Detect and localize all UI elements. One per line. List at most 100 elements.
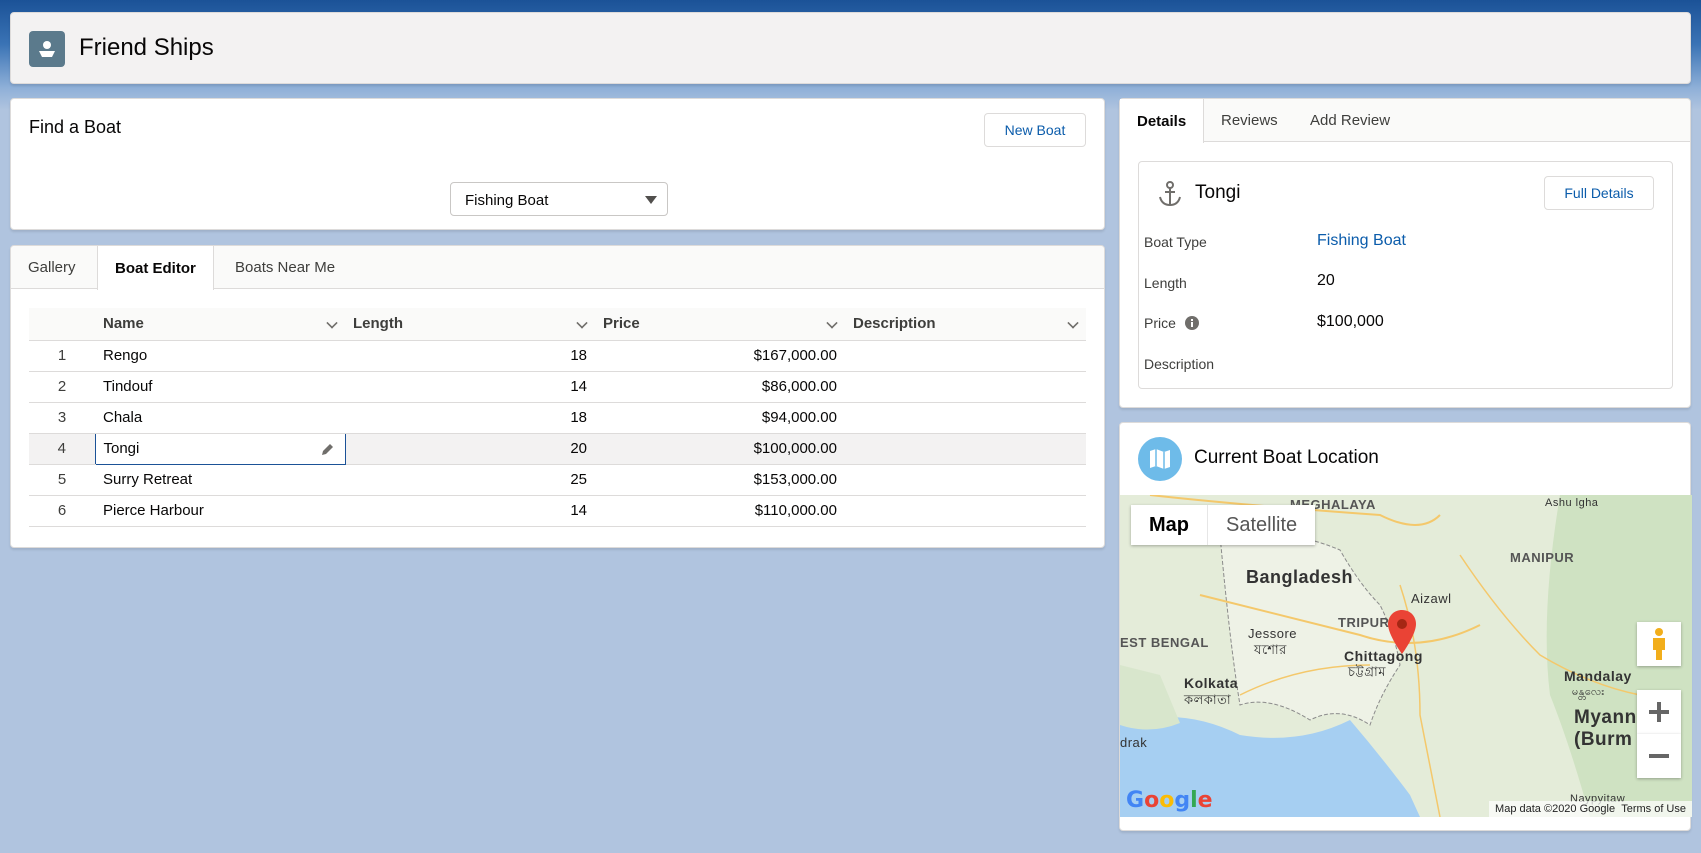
chevron-down-icon[interactable] xyxy=(326,317,338,329)
column-header-name[interactable]: Name xyxy=(95,308,345,341)
cell-name[interactable]: Rengo xyxy=(95,340,345,372)
cell-name[interactable]: Surry Retreat xyxy=(95,464,345,496)
map-label-mandalay: Mandalay xyxy=(1564,668,1632,684)
map-label-kolkata: Kolkata xyxy=(1184,675,1239,691)
boat-editor-card: Gallery Boat Editor Boats Near Me Name L… xyxy=(10,245,1105,548)
cell-price[interactable]: $110,000.00 xyxy=(595,495,845,527)
map-location-icon xyxy=(1138,437,1182,481)
map-view[interactable]: MEGHALAYA Ashu lgha MANIPUR Bangladesh A… xyxy=(1120,495,1692,817)
table-row[interactable]: 1 Rengo 18 $167,000.00 xyxy=(29,340,1086,372)
table-row-selected[interactable]: 4 Tongi 20 $100,000.00 xyxy=(29,432,1086,465)
row-number: 2 xyxy=(29,371,95,403)
cell-length[interactable]: 18 xyxy=(345,340,595,372)
map-label-west-bengal: EST BENGAL xyxy=(1120,635,1209,650)
full-details-button[interactable]: Full Details xyxy=(1544,176,1654,210)
street-view-pegman-icon[interactable] xyxy=(1637,622,1681,666)
chevron-down-icon[interactable] xyxy=(826,317,838,329)
boat-details-card: Details Reviews Add Review Tongi Full De… xyxy=(1119,98,1691,408)
map-label-bangladesh: Bangladesh xyxy=(1246,567,1354,587)
dropdown-caret-icon xyxy=(645,196,657,204)
tab-boat-editor[interactable]: Boat Editor xyxy=(97,246,214,290)
map-type-map-button[interactable]: Map xyxy=(1149,513,1189,536)
boat-detail-panel: Tongi Full Details Boat Type Fishing Boa… xyxy=(1138,161,1673,389)
cell-description[interactable] xyxy=(845,402,1086,434)
price-label: Price xyxy=(1144,315,1176,331)
table-row[interactable]: 3 Chala 18 $94,000.00 xyxy=(29,402,1086,434)
boat-type-label: Boat Type xyxy=(1144,234,1207,250)
table-row[interactable]: 5 Surry Retreat 25 $153,000.00 xyxy=(29,464,1086,496)
map-label-burma: (Burm xyxy=(1574,729,1633,750)
column-header-price[interactable]: Price xyxy=(595,308,845,341)
row-number: 3 xyxy=(29,402,95,434)
chevron-down-icon[interactable] xyxy=(576,317,588,329)
map-label-chittagong-local: চট্টগ্রাম xyxy=(1348,664,1386,679)
row-number: 5 xyxy=(29,464,95,496)
column-header-description[interactable]: Description xyxy=(845,308,1086,341)
boat-detail-title: Tongi xyxy=(1195,182,1241,203)
map-label-drak: drak xyxy=(1120,735,1148,750)
price-value: $100,000 xyxy=(1317,313,1384,330)
length-value: 20 xyxy=(1317,272,1335,289)
minus-icon xyxy=(1649,754,1669,758)
cell-description[interactable] xyxy=(845,495,1086,527)
info-icon[interactable] xyxy=(1185,316,1199,335)
chevron-down-icon[interactable] xyxy=(1067,317,1079,329)
row-number: 4 xyxy=(29,433,95,465)
location-title: Current Boat Location xyxy=(1194,447,1379,468)
edit-pencil-icon[interactable] xyxy=(321,442,335,460)
cell-description[interactable] xyxy=(845,464,1086,496)
tab-details[interactable]: Details xyxy=(1120,99,1205,143)
row-number: 6 xyxy=(29,495,95,527)
terms-of-use-link[interactable]: Terms of Use xyxy=(1621,803,1686,815)
cell-length[interactable]: 14 xyxy=(345,495,595,527)
cell-length[interactable]: 20 xyxy=(345,433,595,465)
map-label-myanmar: Myann xyxy=(1574,707,1637,728)
new-boat-button[interactable]: New Boat xyxy=(984,113,1086,147)
zoom-out-button[interactable] xyxy=(1637,734,1681,778)
details-tabbar: Details Reviews Add Review xyxy=(1120,99,1690,143)
cell-price[interactable]: $100,000.00 xyxy=(595,433,845,465)
boat-type-link[interactable]: Fishing Boat xyxy=(1317,232,1406,249)
tab-gallery[interactable]: Gallery xyxy=(28,259,76,276)
table-row[interactable]: 6 Pierce Harbour 14 $110,000.00 xyxy=(29,495,1086,527)
tab-boats-near-me[interactable]: Boats Near Me xyxy=(235,259,336,276)
cell-price[interactable]: $153,000.00 xyxy=(595,464,845,496)
cell-description[interactable] xyxy=(845,433,1086,465)
cell-description[interactable] xyxy=(845,371,1086,403)
results-tabbar: Gallery Boat Editor Boats Near Me xyxy=(11,246,1104,290)
cell-name-editing[interactable]: Tongi xyxy=(94,432,346,465)
boat-location-card: Current Boat Location MEGHALAYA Ashu lgh… xyxy=(1119,422,1692,831)
zoom-in-button[interactable] xyxy=(1637,690,1681,734)
cell-price[interactable]: $94,000.00 xyxy=(595,402,845,434)
map-pin-icon[interactable] xyxy=(1388,610,1416,659)
cell-name[interactable]: Tindouf xyxy=(95,371,345,403)
description-label: Description xyxy=(1144,356,1215,372)
cell-description[interactable] xyxy=(845,340,1086,372)
google-logo: Google xyxy=(1126,788,1213,813)
tab-reviews[interactable]: Reviews xyxy=(1221,112,1278,129)
find-boat-title: Find a Boat xyxy=(29,117,122,137)
map-label-tripura: TRIPURA xyxy=(1338,615,1400,630)
map-type-satellite-button[interactable]: Satellite xyxy=(1207,505,1315,545)
cell-name[interactable]: Pierce Harbour xyxy=(95,495,345,527)
cell-length[interactable]: 18 xyxy=(345,402,595,434)
map-attribution: Map data ©2020 Google Terms of Use xyxy=(1489,801,1692,817)
app-header: Friend Ships xyxy=(10,12,1691,84)
cell-length[interactable]: 14 xyxy=(345,371,595,403)
boat-type-selected: Fishing Boat xyxy=(465,192,549,209)
boat-type-select[interactable]: Fishing Boat xyxy=(450,182,668,216)
map-label-ashu: Ashu lgha xyxy=(1545,497,1599,509)
map-label-kolkata-local: কলকাতা xyxy=(1184,692,1232,707)
app-logo-icon xyxy=(29,31,65,67)
row-number-header xyxy=(29,308,95,341)
table-row[interactable]: 2 Tindouf 14 $86,000.00 xyxy=(29,371,1086,403)
cell-length[interactable]: 25 xyxy=(345,464,595,496)
row-number: 1 xyxy=(29,340,95,372)
map-label-aizawl: Aizawl xyxy=(1411,591,1452,606)
tab-add-review[interactable]: Add Review xyxy=(1310,112,1391,129)
cell-price[interactable]: $86,000.00 xyxy=(595,371,845,403)
map-data-text: Map data ©2020 Google xyxy=(1495,803,1616,815)
cell-name[interactable]: Chala xyxy=(95,402,345,434)
column-header-length[interactable]: Length xyxy=(345,308,595,341)
cell-price[interactable]: $167,000.00 xyxy=(595,340,845,372)
